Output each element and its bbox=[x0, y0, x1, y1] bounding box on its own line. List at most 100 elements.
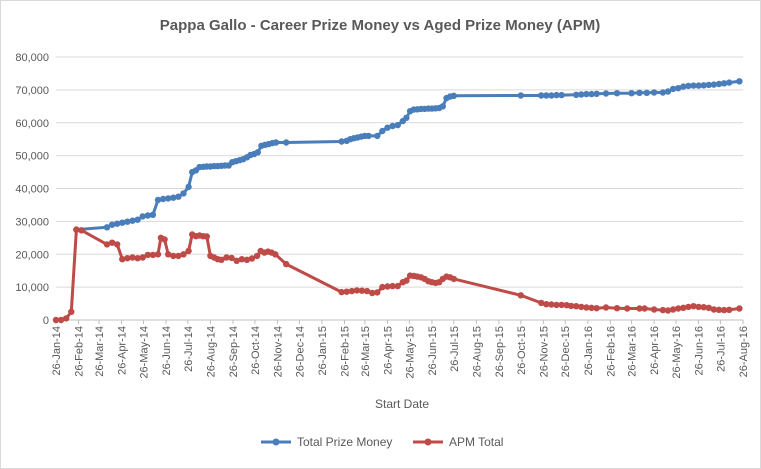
data-point bbox=[384, 283, 391, 290]
data-point bbox=[134, 216, 141, 223]
data-point bbox=[695, 82, 702, 89]
x-tick-label: 26-Feb-14 bbox=[74, 326, 86, 377]
data-point bbox=[517, 92, 524, 99]
data-point bbox=[114, 241, 121, 248]
data-point bbox=[149, 211, 157, 218]
data-point bbox=[248, 255, 256, 262]
data-point bbox=[720, 306, 728, 314]
data-point bbox=[538, 299, 545, 307]
data-point bbox=[154, 196, 162, 204]
data-point bbox=[650, 89, 658, 96]
data-point bbox=[588, 90, 595, 98]
data-point bbox=[583, 90, 590, 98]
data-point bbox=[439, 103, 446, 110]
data-point bbox=[710, 306, 718, 313]
x-tick-label: 26-Jul-14 bbox=[183, 326, 195, 372]
data-point bbox=[149, 251, 157, 259]
data-point bbox=[715, 306, 723, 313]
data-point bbox=[108, 239, 116, 246]
data-point bbox=[450, 92, 457, 100]
y-tick-label: 60,000 bbox=[15, 118, 49, 130]
data-point bbox=[695, 303, 702, 311]
x-tick-label: 26-Jun-16 bbox=[694, 326, 706, 376]
data-point bbox=[710, 81, 718, 88]
series-apm-total bbox=[52, 226, 743, 324]
data-point bbox=[643, 89, 650, 97]
data-point bbox=[78, 227, 85, 234]
data-point bbox=[144, 251, 151, 259]
data-point bbox=[567, 302, 575, 310]
data-point bbox=[636, 305, 643, 312]
data-point bbox=[705, 81, 712, 89]
data-point bbox=[685, 303, 692, 311]
data-point bbox=[705, 304, 712, 311]
data-point bbox=[636, 89, 643, 97]
y-tick-label: 0 bbox=[43, 315, 49, 327]
data-point bbox=[283, 139, 290, 146]
x-tick-label: 26-May-16 bbox=[671, 326, 683, 379]
data-point bbox=[543, 301, 550, 308]
data-point bbox=[175, 252, 182, 260]
data-point bbox=[57, 316, 65, 324]
x-tick-label: 26-Apr-15 bbox=[382, 326, 394, 375]
data-point bbox=[613, 305, 621, 312]
data-point bbox=[680, 83, 687, 90]
data-point bbox=[108, 221, 116, 228]
data-point bbox=[62, 315, 70, 322]
data-point bbox=[558, 91, 565, 99]
data-point bbox=[593, 305, 600, 312]
x-axis-label: Start Date bbox=[375, 397, 429, 411]
data-point bbox=[548, 92, 555, 99]
series-line bbox=[56, 228, 740, 322]
data-point bbox=[675, 305, 682, 312]
data-point bbox=[736, 78, 743, 85]
data-point bbox=[228, 254, 235, 262]
data-point bbox=[669, 85, 677, 93]
series-group bbox=[52, 78, 743, 324]
data-point bbox=[233, 257, 240, 264]
x-tick-label: 26-Nov-15 bbox=[538, 326, 550, 377]
x-tick-label: 26-Mar-14 bbox=[94, 326, 106, 377]
data-point bbox=[374, 132, 381, 140]
x-tick-label: 26-Jun-15 bbox=[427, 326, 439, 376]
data-point bbox=[664, 307, 672, 314]
data-point bbox=[365, 132, 372, 140]
x-tick-label: 26-May-14 bbox=[138, 326, 150, 379]
data-point bbox=[374, 289, 381, 296]
x-tick-label: 26-Nov-14 bbox=[272, 326, 284, 377]
x-tick-label: 26-Jan-16 bbox=[583, 326, 595, 376]
data-point bbox=[180, 251, 187, 258]
data-point bbox=[243, 256, 251, 263]
legend-label: Total Prize Money bbox=[297, 435, 392, 449]
y-tick-label: 30,000 bbox=[15, 216, 49, 228]
data-point bbox=[119, 256, 126, 263]
data-point bbox=[379, 127, 386, 135]
data-point bbox=[715, 80, 723, 88]
data-point bbox=[161, 236, 168, 243]
data-point bbox=[185, 247, 192, 255]
gridlines bbox=[56, 56, 743, 321]
x-tick-label: 26-Dec-15 bbox=[560, 326, 572, 377]
data-point bbox=[283, 260, 290, 268]
x-tick-label: 26-Oct-15 bbox=[516, 326, 528, 375]
x-tick-label: 26-Aug-15 bbox=[471, 326, 483, 377]
legend-entry: Total Prize Money bbox=[261, 435, 392, 449]
data-point bbox=[613, 90, 621, 97]
data-point bbox=[272, 139, 280, 146]
data-point bbox=[690, 303, 697, 310]
data-point bbox=[659, 89, 667, 96]
data-point bbox=[583, 304, 590, 311]
data-point bbox=[238, 256, 245, 263]
legend-label: APM Total bbox=[449, 435, 503, 449]
legend-swatch-marker bbox=[272, 438, 280, 446]
data-point bbox=[578, 303, 585, 311]
data-point bbox=[659, 306, 667, 314]
x-tick-label: 26-May-15 bbox=[404, 326, 416, 379]
data-point bbox=[548, 301, 555, 308]
data-point bbox=[538, 92, 545, 99]
x-tick-label: 26-Sep-15 bbox=[494, 326, 506, 377]
data-point bbox=[680, 304, 687, 311]
data-point bbox=[450, 275, 457, 283]
